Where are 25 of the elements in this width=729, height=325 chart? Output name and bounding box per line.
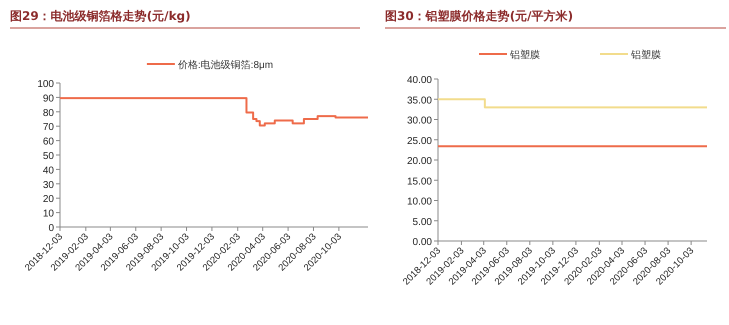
y-tick-label: 60 bbox=[42, 136, 54, 148]
y-tick-label: 100 bbox=[37, 79, 54, 90]
y-tick-label: 30 bbox=[42, 180, 54, 191]
y-tick-label: 0.00 bbox=[412, 237, 432, 248]
y-tick-label: 70 bbox=[42, 122, 54, 134]
chart-title: 图29：电池级铜箔格走势(元/kg) bbox=[10, 9, 191, 23]
y-tick-label: 50 bbox=[42, 151, 54, 162]
y-tick-label: 15.00 bbox=[406, 176, 432, 188]
y-tick-label: 40 bbox=[42, 165, 54, 176]
y-tick-label: 20.00 bbox=[406, 156, 432, 167]
y-tick-label: 25.00 bbox=[406, 136, 432, 147]
legend-label: 价格:电池级铜箔:8μm bbox=[176, 59, 274, 71]
legend-label: 铝塑膜 bbox=[630, 49, 661, 61]
y-tick-label: 10.00 bbox=[406, 196, 432, 208]
y-tick-label: 20 bbox=[42, 194, 54, 206]
chart-title: 图30：铝塑膜价格走势(元/平方米) bbox=[385, 9, 574, 23]
y-tick-label: 5.00 bbox=[412, 216, 432, 228]
y-tick-label: 35.00 bbox=[406, 95, 432, 106]
legend-label: 铝塑膜 bbox=[509, 49, 540, 61]
y-tick-label: 30.00 bbox=[406, 116, 432, 126]
y-tick-label: 0 bbox=[48, 223, 54, 234]
y-tick-label: 40.00 bbox=[406, 75, 432, 86]
y-tick-label: 80 bbox=[42, 108, 54, 119]
y-tick-label: 90 bbox=[42, 93, 54, 104]
y-tick-label: 10 bbox=[42, 208, 54, 220]
